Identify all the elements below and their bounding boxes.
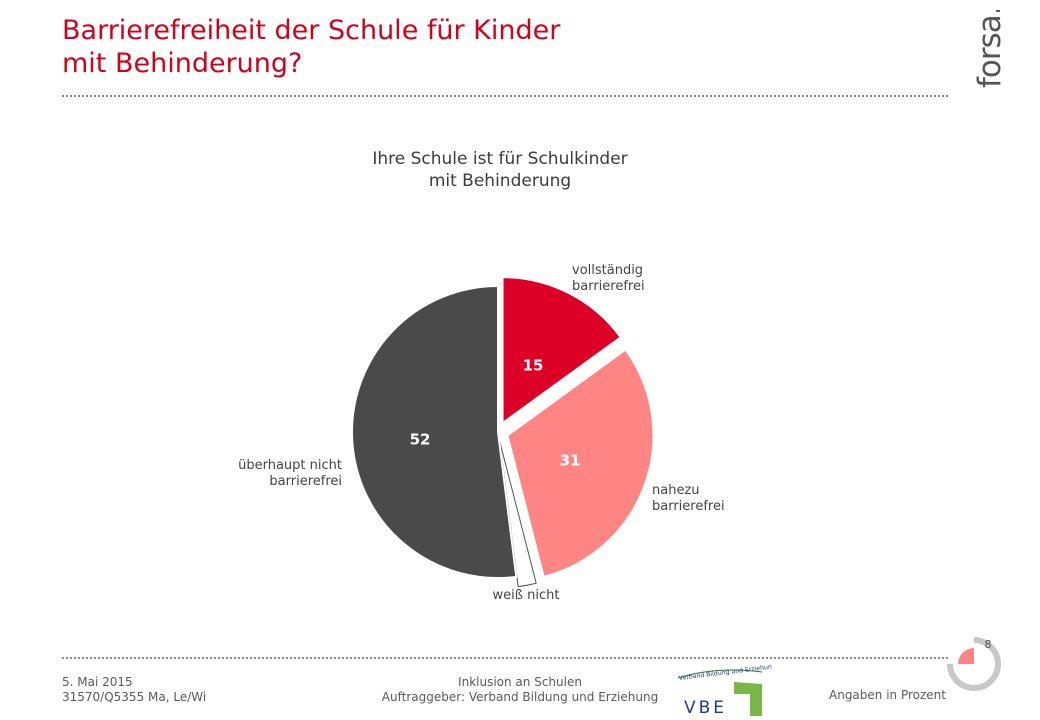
pie-value-label-nahezu: 31 [560,452,581,470]
footer-client: Auftraggeber: Verband Bildung und Erzieh… [381,690,659,704]
footer-unit-note: Angaben in Prozent [829,688,946,702]
page-number-mark [947,637,1001,691]
pie-category-label-vollstaendig: vollständig barrierefrei [572,263,645,294]
vbe-logo-shape [734,682,762,716]
vbe-logo: Verband Bildung und Erziehung VBE [677,664,772,716]
footer-left: 5. Mai 2015 31570/Q5355 Ma, Le/Wi [62,675,206,705]
pie-slice-nahezu [506,348,655,579]
page-mark-arc [947,637,1001,691]
page-title-line-1: Barrierefreiheit der Schule für Kinder [62,15,561,46]
pie-slice-ueberhaupt-nicht [351,284,518,579]
pie-slice-weiss-nicht [499,441,537,588]
page-title-line-2: mit Behinderung? [62,48,303,79]
pie-value-label-ueberhaupt-nicht: 52 [410,431,431,449]
chart-title-line-2: mit Behinderung [428,171,572,191]
forsa-logo-text: forsa. [972,10,1006,88]
chart-title-line-1: Ihre Schule ist für Schulkinder [372,149,628,169]
vbe-logo-swoosh [677,669,763,679]
page-mark-wedge [958,648,974,664]
forsa-logo: forsa. [972,10,1006,88]
footer-divider [62,657,948,659]
pie-category-label-ueberhaupt-nicht: überhaupt nicht barrierefrei [238,458,342,489]
vbe-logo-tagline: Verband Bildung und Erziehung [678,664,772,682]
chart-title: Ihre Schule ist für Schulkinder mit Behi… [300,148,700,192]
vbe-logo-letters: VBE [684,698,727,716]
footer-topic: Inklusion an Schulen [458,675,582,689]
footer-date: 5. Mai 2015 [62,675,133,689]
header-divider [62,95,948,97]
page-number: 8 [984,638,992,651]
pie-category-label-nahezu: nahezu barrierefrei [652,483,725,514]
footer-ref: 31570/Q5355 Ma, Le/Wi [62,690,207,704]
page-title: Barrierefreiheit der Schule für Kinder m… [62,14,560,80]
footer-center: Inklusion an Schulen Auftraggeber: Verba… [340,675,700,705]
pie-slice-vollstaendig [501,276,623,426]
pie-value-label-vollstaendig: 15 [523,357,544,375]
pie-category-label-weiss-nicht: weiß nicht [493,588,560,603]
